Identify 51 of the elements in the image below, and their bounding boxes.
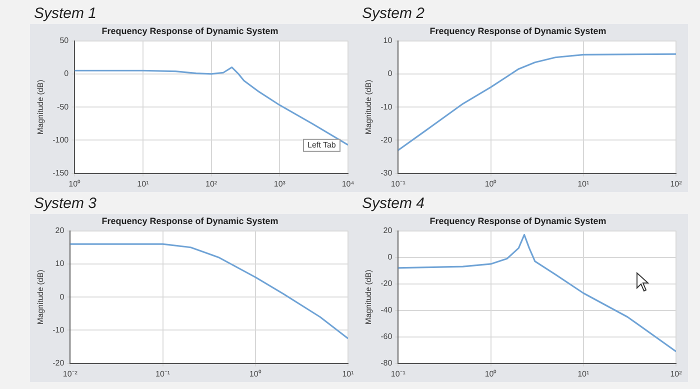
x-tick-label: 10¹ — [578, 179, 590, 188]
y-tick-label: 10 — [383, 36, 393, 46]
y-tick-label: -10 — [380, 102, 393, 112]
chart-subtitle: Frequency Response of Dynamic System — [430, 216, 606, 226]
x-tick-label: 10⁻¹ — [155, 369, 170, 378]
chart-title: System 4 — [361, 194, 426, 214]
y-tick-label: -40 — [380, 306, 393, 315]
y-axis-title: Magnitude (dB) — [36, 79, 46, 134]
x-tick-label: 10⁻¹ — [390, 369, 406, 378]
y-tick-label: 0 — [60, 292, 65, 302]
y-tick-label: 20 — [55, 226, 65, 236]
y-axis-title: Magnitude (dB) — [364, 269, 374, 324]
x-tick-label: 10⁻² — [62, 369, 78, 378]
y-tick-label: -10 — [52, 325, 65, 334]
y-tick-label: -50 — [57, 102, 70, 112]
y-tick-label: -20 — [380, 279, 393, 288]
x-tick-label: 10¹ — [342, 369, 354, 378]
y-tick-label: 0 — [388, 252, 393, 262]
y-tick-label: -80 — [380, 358, 393, 368]
x-tick-label: 10¹ — [137, 179, 150, 188]
x-tick-label: 10² — [670, 179, 682, 188]
y-tick-label: 0 — [388, 69, 393, 78]
y-tick-label: -60 — [380, 332, 393, 342]
y-tick-label: 0 — [64, 69, 70, 78]
chart-subtitle: Frequency Response of Dynamic System — [102, 26, 278, 36]
y-tick-label: 10 — [55, 259, 65, 268]
y-tick-label: -30 — [380, 168, 393, 178]
x-tick-label: 10⁰ — [484, 369, 497, 378]
chart-title: System 1 — [33, 4, 98, 24]
chart-subtitle: Frequency Response of Dynamic System — [430, 26, 606, 36]
chart-title: System 3 — [33, 194, 98, 214]
y-axis-title: Magnitude (dB) — [364, 79, 374, 134]
x-tick-label: 10³ — [274, 179, 286, 188]
y-tick-label: 50 — [60, 36, 70, 46]
x-tick-label: 10⁻¹ — [390, 179, 406, 188]
y-tick-label: -20 — [52, 358, 65, 368]
y-tick-label: -150 — [52, 168, 70, 178]
chart-subtitle: Frequency Response of Dynamic System — [102, 216, 278, 226]
x-tick-label: 10¹ — [578, 369, 590, 378]
y-tick-label: -100 — [52, 135, 70, 144]
x-tick-label: 10⁰ — [68, 179, 81, 188]
x-tick-label: 10⁰ — [484, 179, 497, 188]
annotation: Left Tab — [308, 140, 336, 150]
x-tick-label: 10² — [206, 179, 218, 188]
chart-title: System 2 — [361, 4, 426, 24]
y-tick-label: -20 — [380, 135, 393, 144]
y-axis-title: Magnitude (dB) — [36, 269, 46, 324]
x-tick-label: 10² — [670, 369, 682, 378]
y-tick-label: 20 — [383, 226, 393, 236]
x-tick-label: 10⁰ — [249, 369, 262, 378]
x-tick-label: 10⁴ — [342, 179, 355, 188]
